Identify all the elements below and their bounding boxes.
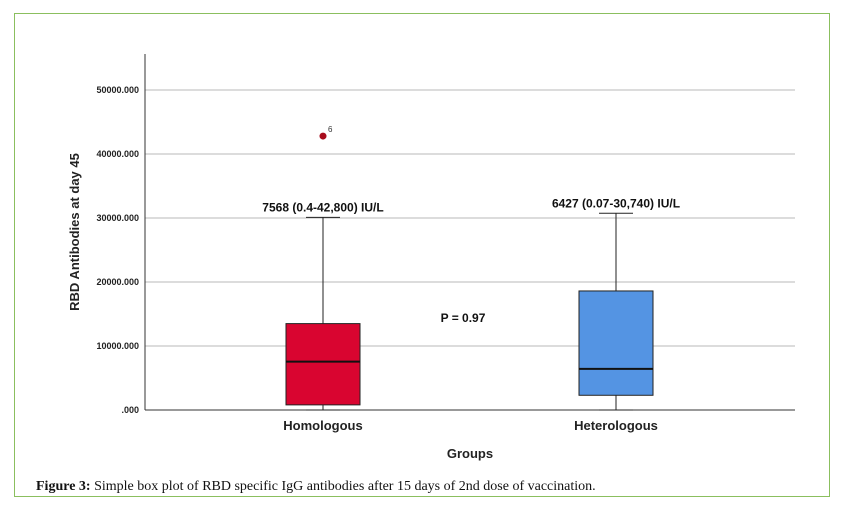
homologous-outlier-label: 6 — [328, 125, 333, 134]
p-value-label: P = 0.97 — [441, 311, 486, 325]
homologous-category-label: Homologous — [283, 418, 362, 433]
y-tick-label: .000 — [121, 405, 139, 415]
y-tick-label: 20000.000 — [96, 277, 139, 287]
figure-caption: Figure 3: Simple box plot of RBD specifi… — [36, 479, 826, 495]
y-tick-label: 10000.000 — [96, 341, 139, 351]
labels: RBD Antibodies at day 45 Groups 6 Homologou… — [67, 125, 680, 461]
caption-text: Simple box plot of RBD specific IgG anti… — [90, 479, 596, 494]
homologous-box — [285, 323, 361, 406]
x-axis-label: Groups — [447, 446, 493, 461]
heterologous-box — [578, 290, 654, 396]
figure-frame: .000 10000.000 20000.000 30000.000 40000.000… — [14, 13, 830, 497]
heterologous-annotation: 6427 (0.07-30,740) IU/L — [552, 196, 680, 210]
y-axis-label: RBD Antibodies at day 45 — [67, 153, 82, 311]
homologous-annotation: 7568 (0.4-42,800) IU/L — [262, 200, 383, 214]
boxes — [285, 132, 654, 411]
box-plot-chart: .000 10000.000 20000.000 30000.000 40000.000… — [67, 54, 795, 461]
caption-label: Figure 3: — [36, 479, 91, 494]
y-axis: .000 10000.000 20000.000 30000.000 40000.000… — [96, 54, 795, 415]
grid-lines — [145, 89, 795, 347]
heterologous-category-label: Heterologous — [574, 418, 658, 433]
y-tick-label: 30000.000 — [96, 213, 139, 223]
homologous-outlier-point — [319, 132, 327, 140]
y-tick-label: 50000.000 — [96, 85, 139, 95]
y-tick-label: 40000.000 — [96, 149, 139, 159]
